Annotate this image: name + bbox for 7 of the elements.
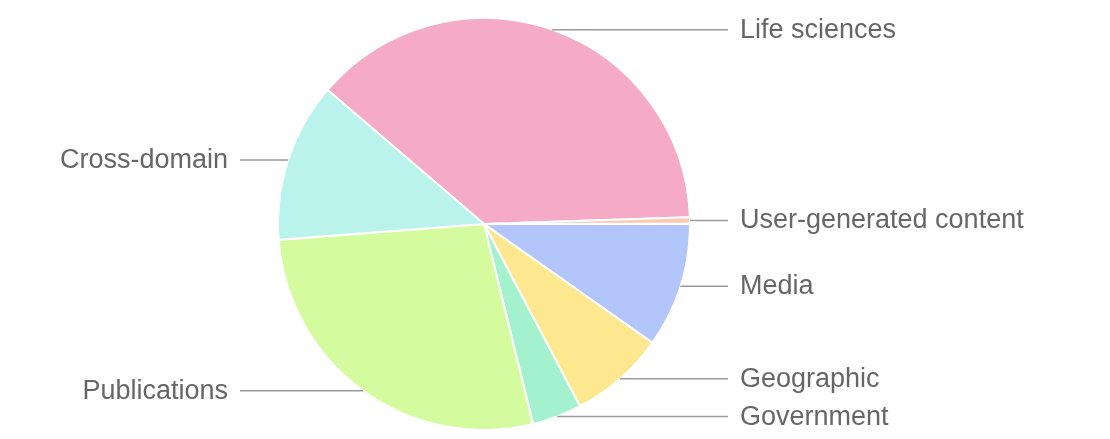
slice-label: Life sciences: [740, 13, 897, 44]
slice-label: Government: [740, 400, 890, 431]
slice-label: Media: [740, 270, 815, 301]
slice-label: Cross-domain: [59, 144, 228, 174]
slice-label: Geographic: [740, 362, 880, 393]
slice-label: User-generated content: [740, 204, 1025, 235]
slice-label: Publications: [82, 374, 228, 405]
